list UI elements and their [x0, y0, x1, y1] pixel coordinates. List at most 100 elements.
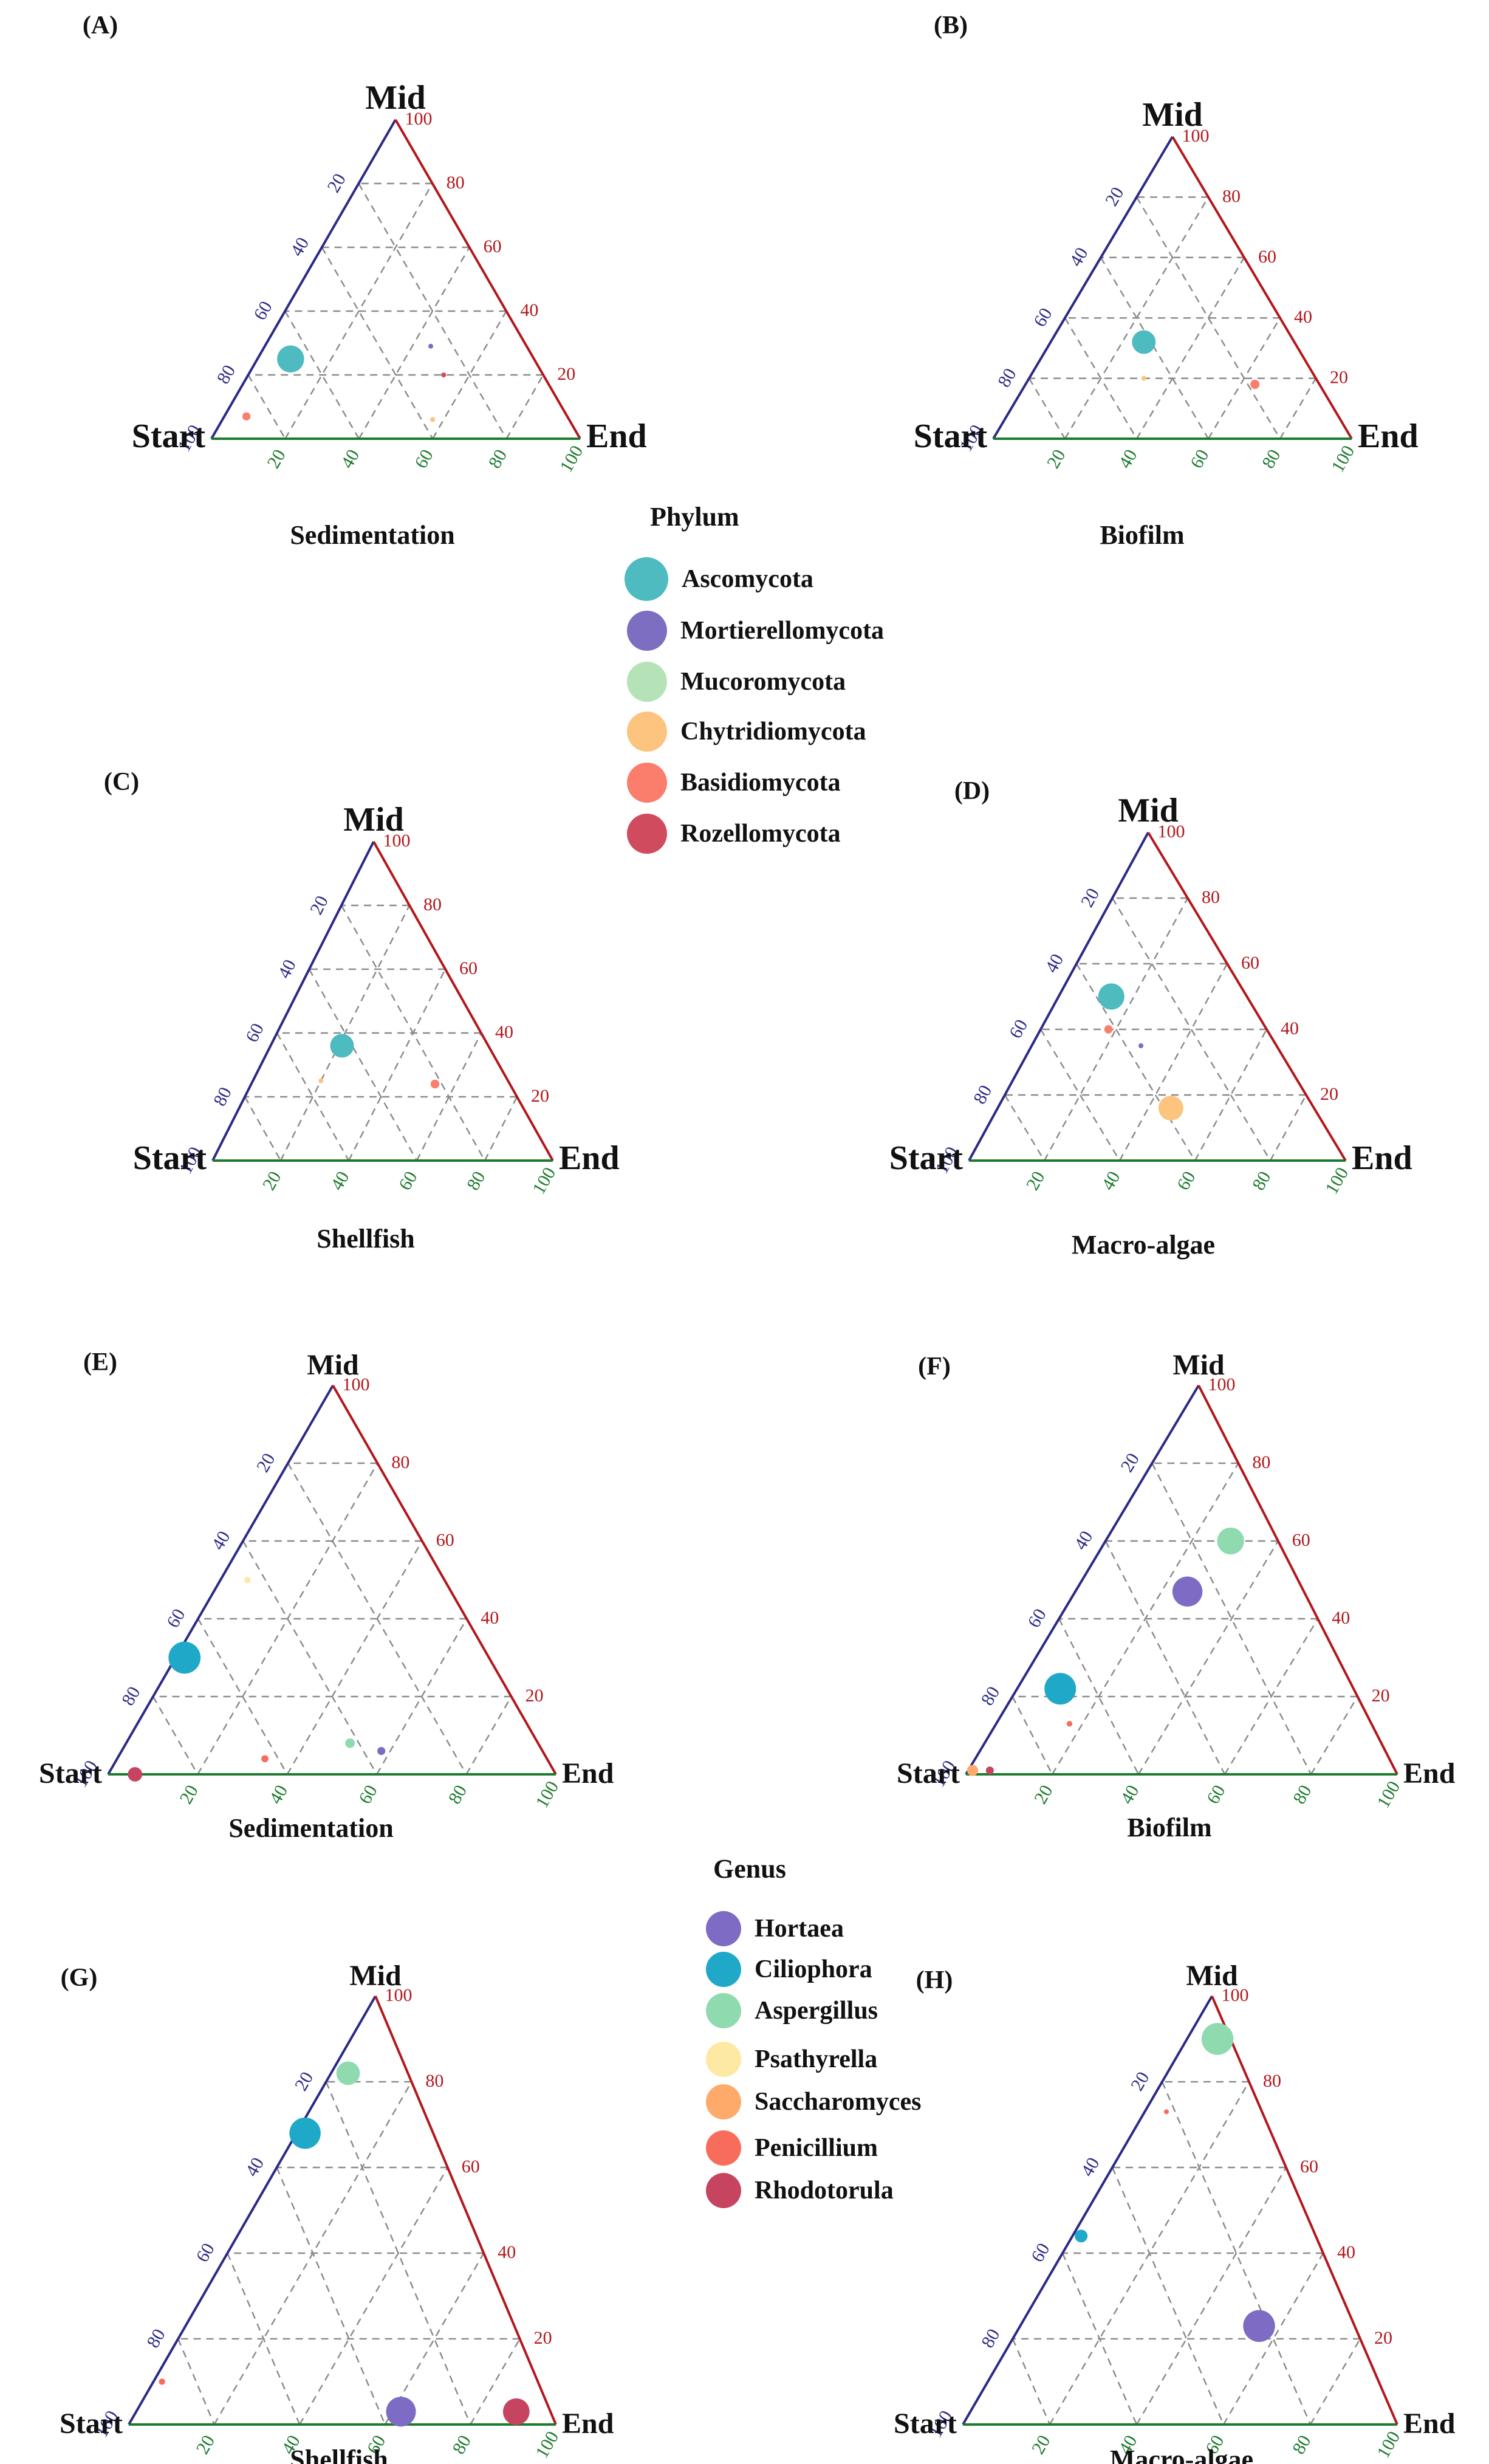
- penicillium-swatch: [706, 2130, 741, 2166]
- axis-mid-edge: [374, 1996, 557, 2425]
- rhodotorula-swatch: [706, 2173, 741, 2208]
- tick-label-mid: 40: [1337, 2242, 1355, 2262]
- tick-label-mid: 80: [1222, 186, 1241, 206]
- grid-line: [416, 1032, 482, 1161]
- grid-line: [1111, 897, 1272, 1161]
- tick-label-end: 100: [529, 1164, 560, 1198]
- corner-label-start: Start: [889, 1139, 964, 1177]
- grid-line: [465, 1696, 512, 1775]
- point-basidiomycota: [1250, 379, 1260, 390]
- tick-label-mid: 80: [1263, 2071, 1281, 2091]
- tick-label-start: 60: [1005, 1016, 1032, 1042]
- legend-item-rhodotorula: Rhodotorula: [706, 2173, 894, 2208]
- point-ciliophora: [168, 1641, 201, 1674]
- corner-label-start: Start: [894, 2407, 957, 2440]
- tick-label-end: 80: [485, 446, 512, 472]
- point-hortaea: [377, 1747, 386, 1755]
- axis-start-edge: [210, 119, 397, 439]
- mucoromycota-swatch: [627, 662, 667, 702]
- tick-label-start: 40: [208, 1528, 234, 1553]
- tick-label-end: 60: [355, 1782, 382, 1807]
- legend-item-penicillium: Penicillium: [706, 2130, 878, 2166]
- point-ascomycota: [277, 345, 304, 373]
- grid-line: [470, 2338, 521, 2425]
- grid-line: [1064, 317, 1138, 439]
- point-chytridiomycota: [1158, 1096, 1183, 1121]
- corner-label-mid: Mid: [1118, 792, 1179, 829]
- tick-label-end: 100: [1321, 1164, 1352, 1198]
- grid-line: [1011, 1696, 1053, 1775]
- legend-label: Ciliophora: [755, 1955, 872, 1983]
- tick-label-start: 60: [192, 2240, 219, 2265]
- tick-label-mid: 60: [484, 236, 502, 256]
- tick-label-mid: 40: [481, 1608, 499, 1628]
- tick-label-mid: 20: [1320, 1084, 1338, 1104]
- panel-title: Macro-algae: [1110, 2445, 1253, 2464]
- grid-line: [1104, 1540, 1226, 1775]
- point-basidiomycota: [430, 1079, 440, 1089]
- grid-line: [1309, 2338, 1361, 2425]
- panel-label: (D): [954, 777, 990, 805]
- grid-line: [1111, 2167, 1225, 2425]
- legend-label: Chytridiomycota: [680, 718, 866, 746]
- grid-line: [279, 905, 411, 1161]
- tick-label-end: 80: [1289, 2432, 1315, 2457]
- ciliophora-swatch: [706, 1952, 741, 1987]
- tick-label-start: 20: [1127, 2068, 1154, 2095]
- axis-mid-edge: [1147, 831, 1347, 1162]
- grid-line: [1151, 1463, 1312, 1775]
- corner-label-start: Start: [60, 2407, 123, 2440]
- tick-label-end: 80: [1258, 446, 1285, 472]
- legend-item-hortaea: Hortaea: [706, 1911, 844, 1946]
- tick-label-start: 80: [994, 365, 1021, 391]
- point-aspergillus: [1201, 2023, 1234, 2055]
- tick-label-start: 40: [1041, 950, 1067, 976]
- axis-start-edge: [992, 136, 1174, 440]
- panel-label: (E): [83, 1348, 117, 1376]
- tick-label-mid: 60: [462, 2157, 480, 2177]
- ternary-panel-2: 202020404040606060808080100100100StartMi…: [914, 12, 1419, 550]
- tick-label-start: 80: [970, 1082, 996, 1107]
- tick-label-mid: 100: [1208, 1374, 1236, 1395]
- axis-mid-edge: [1197, 1385, 1398, 1775]
- legend-label: Saccharomyces: [755, 2088, 922, 2116]
- grid-line: [325, 2081, 471, 2425]
- tick-label-end: 60: [411, 446, 437, 472]
- grid-line: [276, 2167, 386, 2425]
- tick-label-end: 20: [263, 446, 290, 472]
- tick-label-start: 60: [1030, 304, 1056, 331]
- point-psathyrella: [244, 1576, 251, 1584]
- panel-title: Biofilm: [1100, 520, 1184, 550]
- grid-line: [244, 1096, 282, 1161]
- tick-label-start: 60: [163, 1605, 190, 1631]
- legend-label: Hortaea: [755, 1915, 844, 1943]
- point-aspergillus: [345, 1738, 355, 1748]
- point-ascomycota: [1132, 330, 1156, 354]
- tick-label-start: 60: [250, 298, 276, 323]
- legend-label: Ascomycota: [682, 565, 813, 593]
- tick-label-mid: 100: [1182, 126, 1210, 146]
- tick-label-mid: 40: [498, 2242, 516, 2262]
- tick-label-start: 60: [1027, 2240, 1054, 2266]
- corner-label-end: End: [562, 1757, 614, 1790]
- corner-label-end: End: [1403, 2407, 1456, 2440]
- corner-label-mid: Mid: [1186, 1960, 1238, 1992]
- grid-line: [358, 247, 470, 439]
- corner-label-mid: Mid: [343, 801, 404, 839]
- tick-label-start: 60: [1024, 1605, 1050, 1632]
- hortaea-swatch: [706, 1911, 741, 1946]
- corner-label-mid: Mid: [1142, 96, 1203, 134]
- corner-label-start: Start: [132, 417, 206, 455]
- tick-label-end: 60: [1173, 1168, 1200, 1193]
- grid-line: [1161, 2081, 1312, 2425]
- grid-line: [1224, 1618, 1319, 1775]
- legend-item-chytridiomycota: Chytridiomycota: [627, 712, 866, 752]
- panel-label: (F): [918, 1353, 951, 1381]
- panel-label: (A): [83, 12, 118, 39]
- legend-item-ciliophora: Ciliophora: [706, 1952, 872, 1987]
- point-rhodotorula: [502, 2398, 530, 2425]
- grid-line: [1011, 2338, 1051, 2425]
- grid-line: [1039, 1029, 1121, 1161]
- legend-label: Rozellomycota: [680, 820, 841, 848]
